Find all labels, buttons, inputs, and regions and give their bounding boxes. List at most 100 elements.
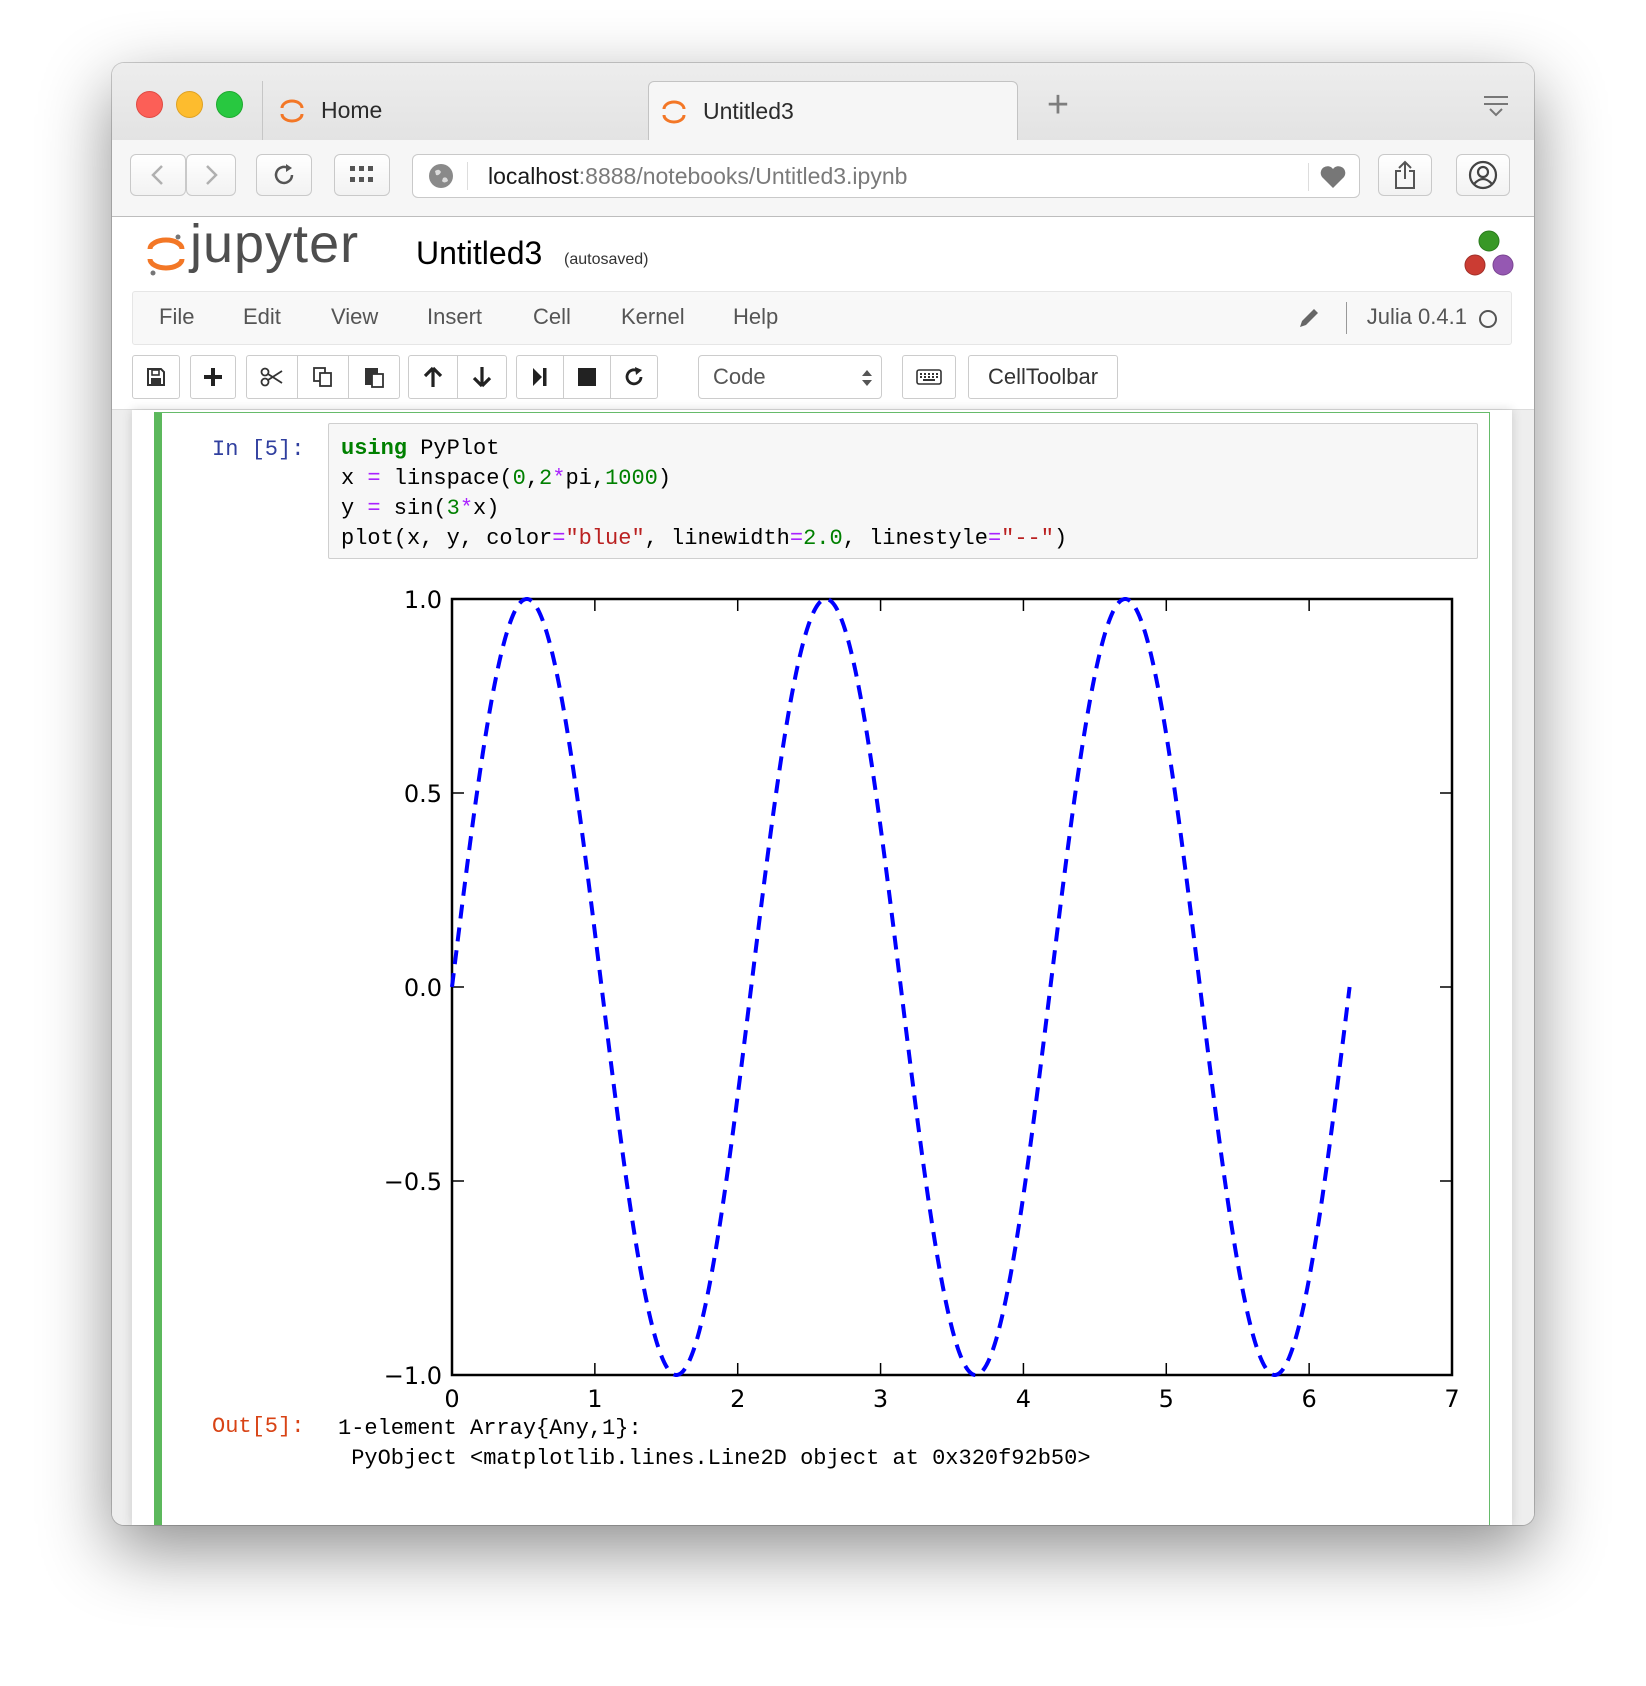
output-plot: 0 1 2 3 4 5 6 7 1.0 0.5 0.0 −0.5 −1.0 — [384, 586, 1460, 1413]
code-line: using PyPlot — [341, 436, 500, 461]
tab-untitled3[interactable]: Untitled3 — [648, 81, 1018, 141]
heart-icon[interactable] — [1319, 164, 1347, 190]
address-divider-right — [1308, 163, 1309, 191]
tab-untitled3-label: Untitled3 — [703, 98, 794, 124]
menu-cell[interactable]: Cell — [533, 304, 571, 329]
output-prompt: Out[5]: — [212, 1414, 305, 1439]
new-tab-button[interactable]: + — [1046, 84, 1070, 126]
paste-button[interactable] — [348, 355, 400, 399]
menu-view[interactable]: View — [331, 304, 379, 329]
copy-icon — [313, 367, 332, 387]
celltoolbar-button[interactable]: CellToolbar — [968, 355, 1118, 399]
notebook-menubar: File Edit View Insert Cell Kernel Help J… — [132, 291, 1512, 345]
run-icon — [533, 368, 547, 386]
jupyter-header: jupyter Untitled3 (autosaved) — [112, 214, 1534, 287]
share-button[interactable] — [1378, 154, 1432, 196]
minimize-window-button[interactable] — [176, 91, 203, 118]
reload-icon — [274, 164, 294, 185]
keyboard-icon — [916, 369, 942, 385]
chevron-left-icon — [151, 165, 163, 185]
x-tick-label: 6 — [1302, 1385, 1317, 1413]
x-tick-label: 1 — [587, 1385, 602, 1413]
kernel-name[interactable]: Julia 0.4.1 — [1366, 304, 1467, 329]
jupyter-logo-icon[interactable] — [146, 229, 186, 279]
input-prompt: In [5]: — [212, 437, 305, 462]
sine-series-line — [450, 596, 1352, 1378]
edit-mode-pencil-icon — [1300, 309, 1318, 327]
y-tick-label: −1.0 — [384, 1362, 442, 1390]
cut-button[interactable] — [246, 355, 298, 399]
output-line: 1-element Array{Any,1}: — [338, 1416, 642, 1441]
browser-toolbar: localhost:8888/notebooks/Untitled3.ipynb — [112, 140, 1534, 217]
cell-type-value: Code — [713, 364, 766, 389]
plot-axes-frame — [450, 597, 1454, 1377]
copy-button[interactable] — [297, 355, 349, 399]
restart-icon — [625, 367, 643, 386]
zoom-window-button[interactable] — [216, 91, 243, 118]
command-palette-button[interactable] — [902, 355, 956, 399]
forward-button[interactable] — [186, 154, 236, 196]
output-text: 1-element Array{Any,1}: PyObject <matplo… — [338, 1414, 1091, 1474]
user-account-icon — [1468, 160, 1498, 190]
jupyter-logo-text[interactable]: jupyter — [190, 214, 360, 274]
address-bar[interactable]: localhost:8888/notebooks/Untitled3.ipynb — [412, 154, 1360, 198]
output-line: PyObject <matplotlib.lines.Line2D object… — [338, 1446, 1091, 1471]
url-path: :8888/notebooks/Untitled3.ipynb — [578, 162, 908, 189]
y-tick-label: 1.0 — [404, 586, 442, 614]
stop-icon — [578, 368, 596, 386]
browser-window: Home Untitled3 + — [112, 63, 1534, 1525]
x-tick-label: 0 — [444, 1385, 459, 1413]
axis-ticks — [452, 599, 1452, 1375]
move-cell-down-button[interactable] — [457, 355, 507, 399]
x-tick-label: 4 — [1016, 1385, 1031, 1413]
save-button[interactable] — [132, 355, 180, 399]
address-divider — [467, 162, 468, 190]
kernel-divider — [1346, 302, 1347, 334]
move-cell-up-button[interactable] — [408, 355, 458, 399]
arrow-up-icon — [423, 366, 443, 387]
julia-dots-icon — [1464, 230, 1514, 276]
account-button[interactable] — [1456, 154, 1510, 196]
code-line: y = sin(3*x) — [341, 496, 500, 521]
tab-home[interactable]: Home — [262, 81, 760, 140]
tab-overview-menu-icon[interactable] — [1482, 93, 1510, 117]
notebook-area: In [5]: using PyPlot x = linspace(0,2*pi,… — [112, 409, 1534, 1525]
menu-help[interactable]: Help — [733, 304, 779, 329]
menu-insert[interactable]: Insert — [427, 304, 483, 329]
menu-file[interactable]: File — [159, 304, 195, 329]
code-line: plot(x, y, color="blue", linewidth=2.0, … — [341, 526, 1068, 551]
notebook-name[interactable]: Untitled3 — [416, 235, 543, 271]
grid-icon — [350, 166, 373, 182]
top-sites-button[interactable] — [334, 154, 390, 196]
interrupt-kernel-button[interactable] — [563, 355, 611, 399]
arrow-down-icon — [472, 367, 492, 388]
x-tick-label: 5 — [1159, 1385, 1174, 1413]
site-info-icon — [429, 164, 453, 188]
restart-kernel-button[interactable] — [610, 355, 658, 399]
notebook-container: In [5]: using PyPlot x = linspace(0,2*pi,… — [132, 410, 1512, 1525]
code-editor[interactable]: using PyPlot x = linspace(0,2*pi,1000) y =… — [328, 423, 1478, 559]
x-tick-label: 2 — [730, 1385, 745, 1413]
code-keyword: using — [341, 436, 408, 461]
chevron-right-icon — [206, 165, 218, 185]
jupyter-favicon-icon — [280, 99, 304, 122]
back-button[interactable] — [130, 154, 186, 196]
jupyter-favicon-icon — [662, 100, 686, 123]
url-host: localhost — [488, 162, 579, 189]
select-arrows-icon — [862, 370, 872, 386]
code-cell[interactable]: In [5]: using PyPlot x = linspace(0,2*pi,… — [154, 412, 1490, 1525]
cell-type-select[interactable]: Code — [698, 355, 882, 399]
menu-kernel[interactable]: Kernel — [621, 304, 685, 329]
paste-icon — [365, 368, 384, 388]
tab-home-label: Home — [321, 97, 383, 123]
axis-tick-labels: 0 1 2 3 4 5 6 7 1.0 0.5 0.0 −0.5 −1.0 — [384, 586, 1460, 1413]
run-cell-button[interactable] — [516, 355, 564, 399]
close-window-button[interactable] — [136, 91, 163, 118]
menu-edit[interactable]: Edit — [243, 304, 281, 329]
reload-button[interactable] — [256, 154, 312, 196]
share-icon — [1395, 160, 1415, 189]
insert-cell-button[interactable] — [190, 355, 236, 399]
y-tick-label: −0.5 — [384, 1168, 442, 1196]
x-tick-label: 3 — [873, 1385, 888, 1413]
kernel-idle-indicator-icon — [1479, 310, 1497, 328]
